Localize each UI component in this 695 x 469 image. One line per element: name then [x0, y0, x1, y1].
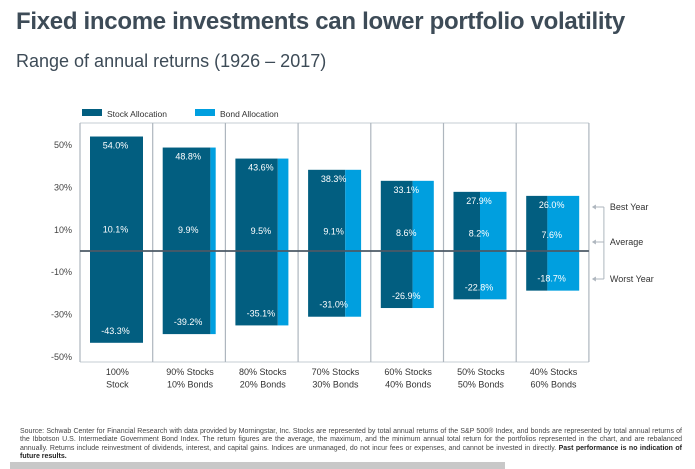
- x-axis: 100% Stock 90% Stocks 10% Bonds 80% Stocks 20…: [106, 367, 578, 390]
- label-best: 43.6%: [248, 163, 274, 173]
- x-tick-label: 50% Bonds: [458, 380, 505, 390]
- bar-bond-6: [547, 195, 580, 291]
- label-best: 26.0%: [539, 200, 565, 210]
- bottom-bar: [10, 462, 505, 469]
- bar-stock-1: [162, 147, 211, 335]
- label-worst: -31.0%: [319, 300, 348, 310]
- bar-stock-4: [380, 180, 413, 309]
- y-tick-label: 50%: [54, 140, 72, 150]
- label-worst: -39.2%: [174, 317, 203, 327]
- page-subtitle: Range of annual returns (1926 – 2017): [16, 51, 327, 71]
- x-tick-label: 60% Stocks: [384, 367, 432, 377]
- x-tick-label: 10% Bonds: [167, 380, 214, 390]
- label-average: 10.1%: [103, 225, 129, 235]
- bar-stock-5: [453, 191, 480, 300]
- annotation-label: Best Year: [610, 202, 649, 212]
- label-best: 48.8%: [175, 152, 201, 162]
- arrow-head-icon: [591, 204, 596, 210]
- legend-label-0: Stock Allocation: [107, 109, 167, 119]
- annotation-label: Worst Year: [610, 274, 654, 284]
- y-tick-label: 10%: [54, 225, 72, 235]
- legend-swatch-0: [82, 109, 102, 116]
- label-best: 38.3%: [321, 174, 347, 184]
- label-worst: -18.7%: [537, 274, 566, 284]
- x-tick-label: 80% Stocks: [239, 367, 287, 377]
- label-best: 33.1%: [394, 185, 420, 195]
- x-tick-label: 20% Bonds: [240, 380, 287, 390]
- arrow-head-icon: [591, 276, 596, 282]
- label-average: 9.5%: [251, 226, 272, 236]
- x-tick-label: 50% Stocks: [457, 367, 505, 377]
- label-worst: -43.3%: [101, 326, 130, 336]
- bar-bond-4: [412, 180, 434, 309]
- footnote-text: Source: Schwab Center for Financial Rese…: [20, 428, 682, 452]
- chart-frame: [79, 122, 590, 363]
- bar-stock-2: [235, 158, 278, 326]
- x-tick-label: 30% Bonds: [312, 380, 359, 390]
- footnote-disclaimer: Past performance is no indication of fut…: [20, 444, 682, 460]
- x-tick-label: 40% Stocks: [530, 367, 578, 377]
- bar-bond-5: [480, 191, 507, 300]
- label-average: 8.6%: [396, 228, 417, 238]
- page-title: Fixed income investments can lower portf…: [16, 8, 625, 35]
- bar-bond-2: [277, 158, 289, 326]
- y-tick-label: -30%: [51, 310, 72, 320]
- x-tick-label: Stock: [106, 380, 129, 390]
- footnote: Source: Schwab Center for Financial Rese…: [20, 428, 682, 461]
- x-tick-label: 90% Stocks: [166, 367, 214, 377]
- bar-bond-1: [210, 147, 216, 335]
- annotation-label: Average: [610, 237, 643, 247]
- legend: Stock Allocation Bond Allocation: [82, 109, 279, 119]
- label-average: 8.2%: [469, 229, 490, 239]
- x-tick-label: 60% Bonds: [531, 380, 578, 390]
- y-tick-label: -10%: [51, 267, 72, 277]
- x-tick-label: 70% Stocks: [312, 367, 360, 377]
- label-average: 7.6%: [541, 230, 562, 240]
- bar-stock-0: [90, 136, 143, 343]
- y-tick-label: 30%: [54, 182, 72, 192]
- annotations: Best Year Average Worst Year: [591, 202, 654, 284]
- label-best: 54.0%: [103, 141, 129, 151]
- data-labels: 54.0% 10.1% -43.3% 48.8% 9.9% -39.2% 43.6% 9.5%…: [101, 141, 566, 336]
- y-tick-label: -50%: [51, 352, 72, 362]
- legend-swatch-1: [195, 109, 215, 116]
- arrow-head-icon: [591, 239, 596, 245]
- label-average: 9.1%: [323, 227, 344, 237]
- bar-stock-6: [526, 195, 548, 291]
- label-worst: -26.9%: [392, 291, 421, 301]
- returns-chart: Stock Allocation Bond Allocation 50% 30% 10…: [51, 109, 654, 390]
- y-axis: 50% 30% 10% -10% -30% -50%: [51, 140, 72, 362]
- label-worst: -35.1%: [247, 308, 276, 318]
- label-best: 27.9%: [466, 196, 492, 206]
- bar-stock-3: [308, 169, 346, 317]
- label-average: 9.9%: [178, 225, 199, 235]
- bar-bond-3: [345, 169, 362, 317]
- bars: [90, 136, 580, 343]
- x-tick-label: 40% Bonds: [385, 380, 432, 390]
- legend-label-1: Bond Allocation: [220, 109, 279, 119]
- label-worst: -22.8%: [465, 282, 494, 292]
- x-tick-label: 100%: [106, 367, 129, 377]
